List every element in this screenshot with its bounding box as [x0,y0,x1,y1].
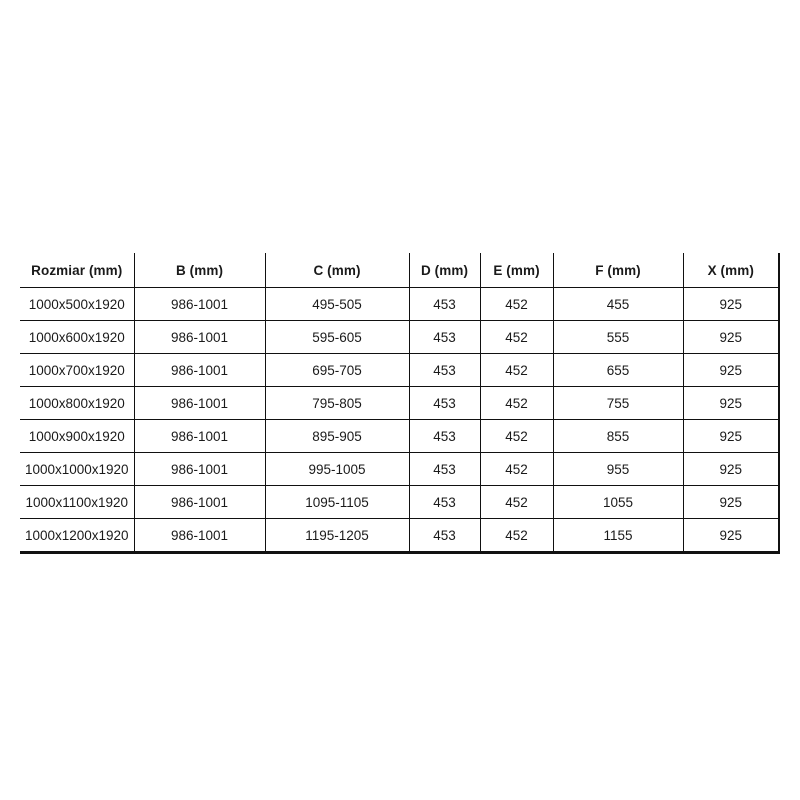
cell-e: 452 [480,320,554,354]
table-header-row: Rozmiar (mm) B (mm) C (mm) D (mm) E (mm) F (m… [20,253,779,288]
cell-d: 453 [409,419,481,453]
table-header: Rozmiar (mm) B (mm) C (mm) D (mm) E (mm) F (m… [20,253,779,288]
cell-d: 453 [409,320,481,354]
cell-size: 1000x1000x1920 [20,452,135,486]
cell-x: 925 [683,386,779,420]
cell-size: 1000x1200x1920 [20,518,135,553]
cell-f: 1055 [553,485,684,519]
cell-b: 986-1001 [134,485,266,519]
cell-e: 452 [480,287,554,321]
cell-d: 453 [409,287,481,321]
column-header-f[interactable]: F (mm) [553,253,684,288]
table-row: 1000x900x1920 986-1001 895-905 453 452 855 925 [20,419,779,453]
cell-f: 755 [553,386,684,420]
column-header-c[interactable]: C (mm) [265,253,410,288]
cell-e: 452 [480,452,554,486]
cell-size: 1000x500x1920 [20,287,135,321]
cell-c: 695-705 [265,353,410,387]
cell-d: 453 [409,452,481,486]
cell-b: 986-1001 [134,452,266,486]
cell-d: 453 [409,386,481,420]
table-row: 1000x800x1920 986-1001 795-805 453 452 755 925 [20,386,779,420]
cell-size: 1000x900x1920 [20,419,135,453]
cell-f: 555 [553,320,684,354]
table-row: 1000x600x1920 986-1001 595-605 453 452 555 925 [20,320,779,354]
cell-c: 995-1005 [265,452,410,486]
column-header-e[interactable]: E (mm) [480,253,554,288]
cell-c: 1095-1105 [265,485,410,519]
cell-x: 925 [683,452,779,486]
dimensions-table-container: Rozmiar (mm) B (mm) C (mm) D (mm) E (mm) F (m… [20,253,780,554]
cell-f: 655 [553,353,684,387]
column-header-d[interactable]: D (mm) [409,253,481,288]
cell-f: 1155 [553,518,684,553]
cell-d: 453 [409,518,481,553]
cell-size: 1000x1100x1920 [20,485,135,519]
cell-b: 986-1001 [134,518,266,553]
table-row: 1000x1100x1920 986-1001 1095-1105 453 452 105… [20,485,779,519]
cell-x: 925 [683,353,779,387]
cell-b: 986-1001 [134,320,266,354]
table-body: 1000x500x1920 986-1001 495-505 453 452 455 925… [20,287,779,553]
cell-b: 986-1001 [134,419,266,453]
cell-c: 595-605 [265,320,410,354]
cell-x: 925 [683,320,779,354]
cell-c: 495-505 [265,287,410,321]
cell-f: 955 [553,452,684,486]
table-row: 1000x700x1920 986-1001 695-705 453 452 655 925 [20,353,779,387]
cell-e: 452 [480,353,554,387]
cell-b: 986-1001 [134,353,266,387]
table-row: 1000x500x1920 986-1001 495-505 453 452 455 925 [20,287,779,321]
cell-f: 855 [553,419,684,453]
column-header-x[interactable]: X (mm) [683,253,779,288]
table-row: 1000x1200x1920 986-1001 1195-1205 453 452 115… [20,518,779,553]
dimensions-table: Rozmiar (mm) B (mm) C (mm) D (mm) E (mm) F (m… [20,253,780,554]
cell-c: 1195-1205 [265,518,410,553]
cell-d: 453 [409,485,481,519]
cell-x: 925 [719,527,743,543]
column-header-size[interactable]: Rozmiar (mm) [20,253,135,288]
cell-size: 1000x600x1920 [20,320,135,354]
cell-c: 795-805 [265,386,410,420]
cell-x: 925 [683,287,779,321]
cell-e: 452 [480,485,554,519]
cell-b: 986-1001 [134,287,266,321]
cell-b: 986-1001 [134,386,266,420]
cell-e: 452 [480,419,554,453]
cell-x: 925 [683,485,779,519]
cell-e: 452 [480,518,554,553]
cell-e: 452 [480,386,554,420]
cell-d: 453 [409,353,481,387]
cell-x: 925 [683,419,779,453]
cell-size: 1000x700x1920 [20,353,135,387]
cell-c: 895-905 [265,419,410,453]
table-row: 1000x1000x1920 986-1001 995-1005 453 452 955 9… [20,452,779,486]
cell-size: 1000x800x1920 [20,386,135,420]
column-header-b[interactable]: B (mm) [134,253,266,288]
cell-f: 455 [553,287,684,321]
